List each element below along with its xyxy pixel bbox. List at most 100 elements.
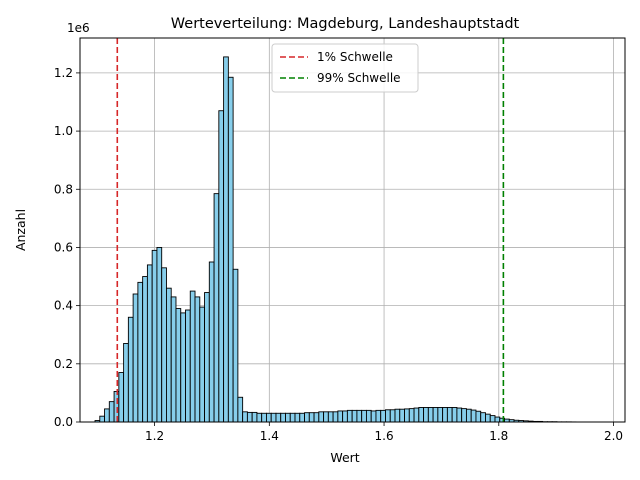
histogram-bar [480,412,486,423]
histogram-bar [123,343,129,423]
histogram-bar [418,407,425,423]
histogram-bar [442,407,448,423]
histogram-bar [275,412,282,423]
histogram-bar [261,412,267,423]
histogram-bar [470,409,477,423]
histogram-bar [375,409,382,423]
histogram-bar [385,409,391,423]
histogram-bar [456,407,463,423]
histogram-bar [346,409,353,423]
y-tick-label: 0.2 [54,357,73,371]
histogram-bar [332,411,339,423]
histogram-bar [265,412,272,423]
histogram-bar [137,281,144,423]
histogram-bar [342,410,348,423]
y-tick-label: 1.0 [54,124,73,138]
histogram-bar [151,249,158,423]
histogram-bar [113,391,120,423]
histogram-bar [146,264,153,423]
histogram-bar [99,415,106,423]
histogram-bar [161,267,167,423]
histogram-bar [494,416,501,423]
histogram-bar [413,407,420,423]
histogram-bar [132,293,139,423]
y-tick-label: 0.0 [54,415,73,429]
histogram-bar [337,410,344,423]
histogram-bar [308,412,315,423]
histogram-bar [156,247,163,423]
histogram-bar [304,412,310,423]
histogram-bar [465,408,472,423]
y-scale-label: 1e6 [67,21,90,35]
y-axis-ticks: 0.0 0.2 0.4 0.6 0.8 1.0 1.2 [54,66,80,429]
histogram-bar [294,412,301,423]
x-axis-label: Wert [330,450,359,465]
legend: 1% Schwelle 99% Schwelle [271,43,419,93]
histogram-bar [208,261,215,423]
x-tick-label: 1.6 [375,429,394,443]
legend-label: 1% Schwelle [317,50,393,64]
x-tick-label: 1.8 [489,429,508,443]
histogram-bar [489,415,496,423]
histogram-bar [404,408,410,423]
histogram-bar [318,411,325,423]
histogram-bar [399,408,405,423]
legend-box [271,43,419,93]
histogram-bar [227,76,234,423]
histogram-bars [94,56,577,423]
histogram-bar [365,409,372,423]
histogram-bar [218,110,225,423]
histogram-bar [194,296,201,423]
histogram-bar [427,407,434,423]
histogram-bar [285,412,291,423]
x-tick-label: 1.4 [260,429,279,443]
histogram-bar [246,411,253,423]
histogram-bar [485,413,491,423]
histogram-bar [432,407,439,423]
histogram-bar [237,396,244,423]
legend-label: 99% Schwelle [317,71,401,85]
histogram-bar [118,372,125,423]
plot-frame [79,37,626,423]
histogram-bar [380,409,386,423]
histogram-bar [175,308,182,423]
histogram-bar [437,407,444,423]
histogram-bar [185,309,191,423]
histogram-bar [351,409,358,423]
histogram-bar [166,287,172,423]
x-axis-ticks: 1.2 1.4 1.6 1.8 2.0 [145,422,623,443]
histogram-bar [104,408,110,423]
histogram-bar [256,412,263,423]
histogram-bar [199,306,205,423]
histogram-bar [213,193,220,423]
y-tick-label: 0.8 [54,182,73,196]
chart-title: Werteverteilung: Magdeburg, Landeshaupts… [171,16,520,32]
y-tick-label: 0.4 [54,299,73,313]
histogram-bar [127,316,134,423]
x-tick-label: 2.0 [604,429,623,443]
histogram-bar [189,290,196,423]
histogram-bar [370,410,377,423]
histogram-bar [280,412,286,423]
histogram-bar [142,276,148,423]
y-tick-label: 0.6 [54,240,73,254]
histogram-bar [423,407,429,423]
histogram-bar [270,412,277,423]
histogram-bar [327,411,334,423]
histogram-bar [361,409,367,423]
y-tick-label: 1.2 [54,66,73,80]
histogram-bar [313,412,320,423]
histogram-bar [242,411,248,423]
histogram-bar [251,411,258,423]
y-axis-label: Anzahl [13,209,28,251]
histogram-bar [299,412,305,423]
histogram-bar [475,410,482,423]
histogram-bar [204,292,210,423]
histogram-bar [451,407,458,423]
histogram-bar [408,408,415,423]
histogram-bar [461,408,467,423]
histogram-bar [394,408,401,423]
histogram-bar [446,407,453,423]
histogram-bar [356,409,363,423]
